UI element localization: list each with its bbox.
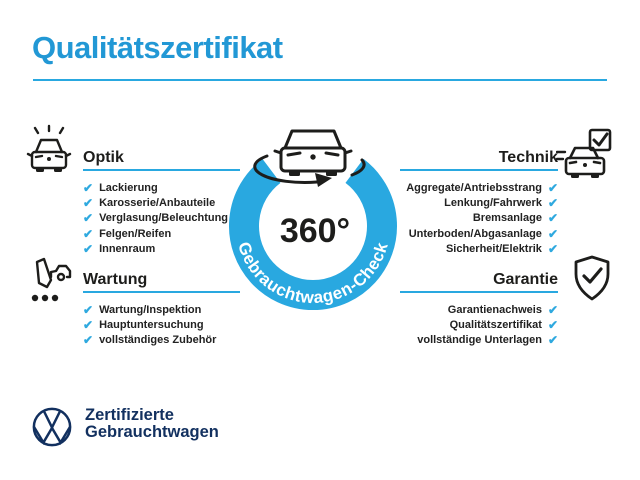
section-title-garantie: Garantie — [493, 271, 558, 288]
checklist-item: Lenkung/Fahrwerk ✔ — [358, 195, 558, 210]
brand-line2: Gebrauchtwagen — [85, 422, 219, 441]
item-label: Verglasung/Beleuchtung — [99, 212, 229, 225]
item-label: Garantienachweis — [447, 303, 542, 316]
checklist-technik: Aggregate/Antriebsstrang ✔ Lenkung/Fahrwe… — [358, 180, 558, 257]
checklist-wartung: ✔ Wartung/Inspektion ✔ Hauptuntersuchung ✔… — [83, 302, 216, 348]
item-label: Lenkung/Fahrwerk — [444, 197, 542, 210]
vw-logo-icon — [31, 406, 73, 448]
checklist-item: Aggregate/Antriebsstrang ✔ — [358, 180, 558, 195]
checklist-item: Bremsanlage ✔ — [358, 211, 558, 226]
item-label: vollständige Unterlagen — [417, 334, 542, 347]
checklist-item: ✔ Verglasung/Beleuchtung — [83, 211, 228, 226]
section-underline-optik — [83, 169, 240, 171]
header-divider — [33, 79, 607, 81]
car-shine-icon — [26, 124, 72, 180]
degree-value: 360° — [280, 212, 350, 250]
section-underline-garantie — [400, 291, 558, 293]
checklist-optik: ✔ Lackierung ✔ Karosserie/Anbauteile ✔ Verg… — [83, 180, 228, 257]
checklist-item: ✔ Hauptuntersuchung — [83, 317, 216, 332]
check-icon: ✔ — [83, 333, 94, 348]
item-label: Lackierung — [99, 181, 158, 194]
page-title: Qualitätszertifikat — [32, 30, 283, 65]
checklist-item: ✔ Lackierung — [83, 180, 228, 195]
item-label: vollständiges Zubehör — [99, 334, 217, 347]
checklist-item: Garantienachweis ✔ — [358, 302, 558, 317]
check-icon: ✔ — [83, 180, 94, 195]
item-label: Qualitätszertifikat — [449, 319, 542, 332]
check-icon: ✔ — [547, 333, 558, 348]
checklist-item: Qualitätszertifikat ✔ — [358, 317, 558, 332]
check-icon: ✔ — [547, 196, 558, 211]
item-label: Felgen/Reifen — [99, 227, 172, 240]
check-icon: ✔ — [83, 242, 94, 257]
checklist-item: ✔ Karosserie/Anbauteile — [83, 195, 228, 210]
section-underline-wartung — [83, 291, 240, 293]
section-title-wartung: Wartung — [83, 271, 148, 288]
item-label: Hauptuntersuchung — [99, 319, 204, 332]
check-icon: ✔ — [547, 242, 558, 257]
check-icon: ✔ — [547, 211, 558, 226]
footer-brand: Zertifizierte Gebrauchtwagen — [85, 407, 219, 440]
section-title-optik: Optik — [83, 149, 124, 166]
item-label: Wartung/Inspektion — [99, 303, 202, 316]
check-icon: ✔ — [547, 180, 558, 195]
item-label: Sicherheit/Elektrik — [445, 243, 542, 256]
section-title-technik: Technik — [498, 149, 558, 166]
check-icon: ✔ — [547, 302, 558, 317]
item-label: Unterboden/Abgasanlage — [408, 227, 542, 240]
item-label: Bremsanlage — [472, 212, 542, 225]
checklist-garantie: Garantienachweis ✔ Qualitätszertifikat ✔ v… — [358, 302, 558, 348]
checklist-item: ✔ Innenraum — [83, 242, 228, 257]
checklist-item: ✔ vollständiges Zubehör — [83, 333, 216, 348]
check-icon: ✔ — [547, 318, 558, 333]
check-icon: ✔ — [83, 318, 94, 333]
item-label: Karosserie/Anbauteile — [99, 197, 216, 210]
shield-check-icon — [570, 254, 614, 304]
check-icon: ✔ — [83, 226, 94, 241]
ring-360-badge: Gebrauchtwagen-Check 360° — [205, 104, 425, 320]
checklist-item: Unterboden/Abgasanlage ✔ — [358, 226, 558, 241]
check-icon: ✔ — [83, 196, 94, 211]
car-checkbox-icon — [556, 128, 614, 180]
brand-line1: Zertifizierte — [85, 406, 174, 424]
item-label: Innenraum — [99, 243, 156, 256]
checklist-item: ✔ Wartung/Inspektion — [83, 302, 216, 317]
check-icon: ✔ — [83, 211, 94, 226]
checklist-item: ✔ Felgen/Reifen — [83, 226, 228, 241]
checklist-item: vollständige Unterlagen ✔ — [358, 333, 558, 348]
section-underline-technik — [400, 169, 558, 171]
ring-arc — [229, 158, 397, 311]
pencil-car-icon — [26, 256, 72, 306]
check-icon: ✔ — [547, 226, 558, 241]
item-label: Aggregate/Antriebsstrang — [406, 181, 542, 194]
car-360-rotation-icon — [253, 129, 366, 187]
check-icon: ✔ — [83, 302, 94, 317]
checklist-item: Sicherheit/Elektrik ✔ — [358, 242, 558, 257]
